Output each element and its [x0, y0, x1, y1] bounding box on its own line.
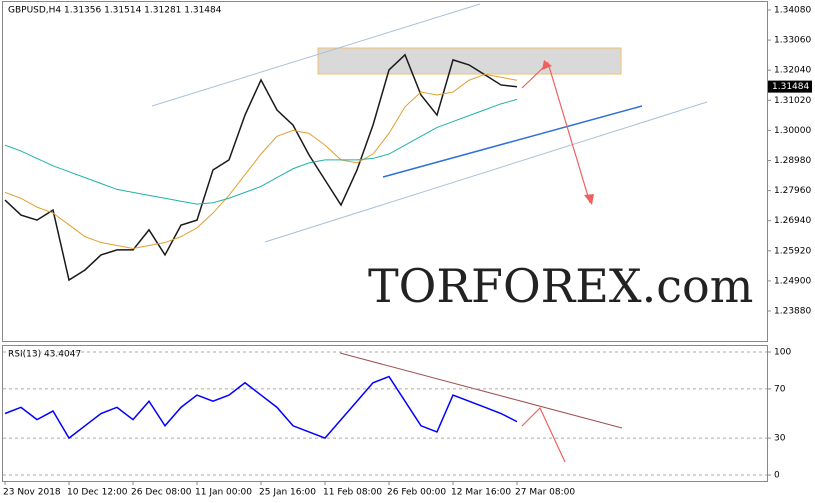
watermark: TORFOREX.com: [368, 259, 753, 313]
y-tick-label: 1.31020: [774, 96, 811, 106]
x-tick-label: 25 Jan 16:00: [259, 488, 316, 498]
x-tick-label: 26 Dec 08:00: [131, 488, 192, 498]
y-tick-label: 1.30000: [774, 126, 811, 136]
rsi-forecast-arrow: [521, 406, 566, 463]
y-tick-label: 1.24900: [774, 276, 811, 286]
y-tick-label: 1.23880: [774, 307, 811, 317]
y-tick-label: 1.33060: [774, 36, 811, 46]
channel-top: [151, 3, 481, 107]
y-tick-label: 1.26940: [774, 216, 811, 226]
channel-bottom: [264, 101, 708, 243]
y-tick-label: 1.34080: [774, 6, 811, 16]
chart-title: GBPUSD,H4 1.31356 1.31514 1.31281 1.3148…: [8, 6, 222, 16]
series-line: [4, 98, 518, 205]
x-tick-label: 11 Feb 08:00: [323, 488, 382, 498]
last-price-box: [768, 80, 812, 93]
last-price-label: 1.31484: [772, 82, 809, 92]
arrow-head: [542, 60, 552, 70]
support-line: [382, 105, 643, 178]
y-tick-label: 100: [774, 348, 791, 358]
x-tick-label: 10 Dec 12:00: [67, 488, 128, 498]
y-tick-label: 70: [774, 384, 786, 394]
arrow-head: [584, 194, 594, 205]
series-line: [4, 53, 518, 282]
x-tick-label: 27 Mar 08:00: [515, 488, 575, 498]
y-tick-label: 0: [774, 471, 780, 481]
rsi-frame: [2, 345, 768, 482]
rsi-trendline: [339, 352, 623, 429]
y-tick-label: 1.32040: [774, 66, 811, 76]
rsi-title: RSI(13) 43.4047: [8, 350, 81, 360]
y-tick-label: 1.25920: [774, 246, 811, 256]
x-tick-label: 26 Feb 00:00: [387, 488, 446, 498]
x-tick-label: 23 Nov 2018: [3, 488, 61, 498]
resistance-zone: [317, 47, 622, 75]
x-tick-label: 11 Jan 00:00: [195, 488, 252, 498]
y-tick-label: 1.28980: [774, 156, 811, 166]
main-frame: [2, 1, 768, 342]
y-tick-label: 30: [774, 434, 786, 444]
x-tick-label: 12 Mar 16:00: [451, 488, 511, 498]
series-line: [4, 73, 518, 249]
y-tick-label: 1.27960: [774, 186, 811, 196]
series-line: [4, 375, 518, 440]
